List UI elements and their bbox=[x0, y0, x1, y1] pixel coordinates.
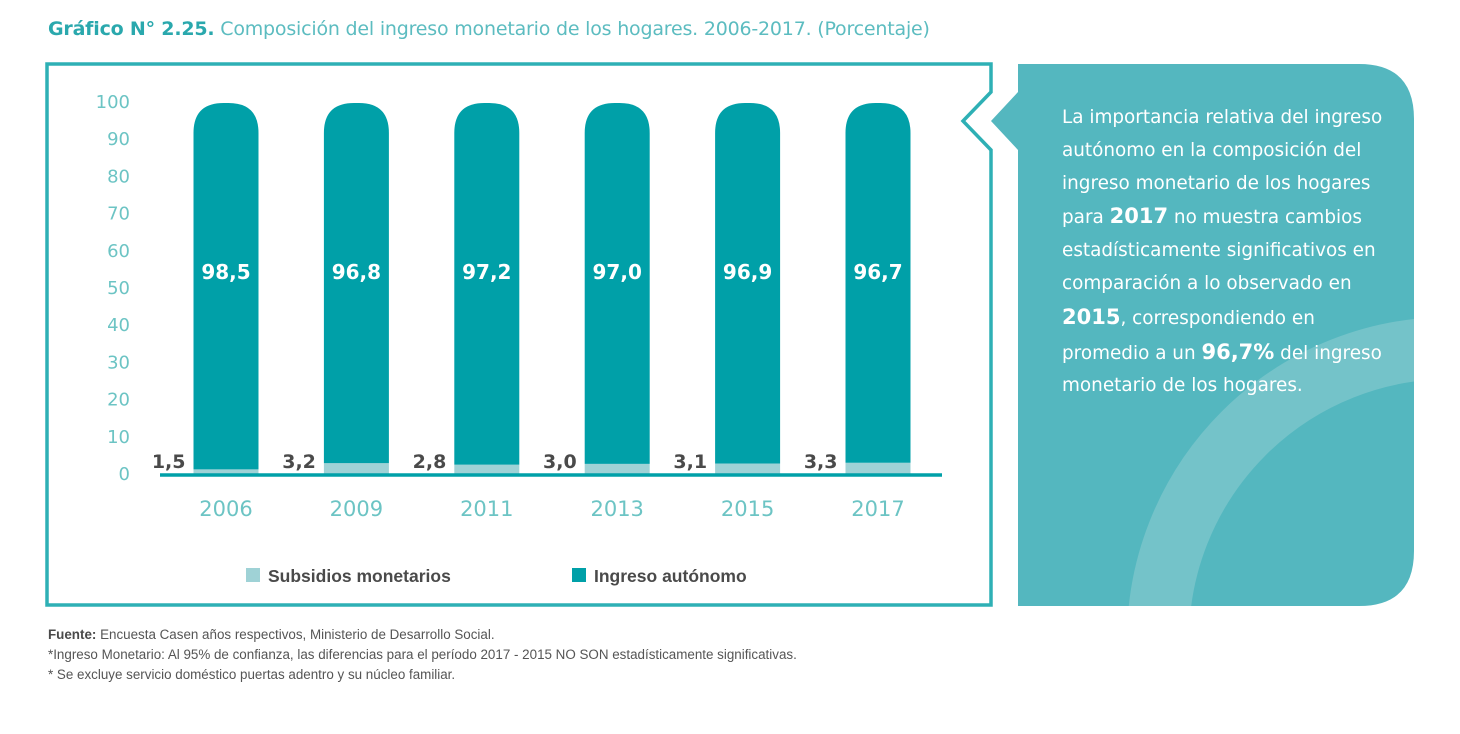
callout-highlight: 2015 bbox=[1062, 304, 1121, 329]
value-label-subsidios: 3,0 bbox=[543, 451, 577, 473]
y-tick-label: 50 bbox=[107, 278, 130, 299]
callout-highlight: 96,7% bbox=[1201, 339, 1275, 364]
y-tick-label: 0 bbox=[119, 464, 130, 485]
bar-ingreso-autonomo bbox=[323, 103, 389, 464]
value-label-ingreso-autonomo: 96,8 bbox=[332, 260, 381, 284]
bar-subsidios bbox=[845, 462, 911, 475]
bar-subsidios bbox=[715, 463, 781, 475]
callout-background bbox=[991, 64, 1414, 606]
bar-group-2011: 97,2 2,8 bbox=[413, 103, 520, 475]
source-label: Fuente: bbox=[48, 627, 97, 642]
legend-label-ingreso-autonomo: Ingreso autónomo bbox=[594, 566, 747, 586]
y-tick-label: 20 bbox=[107, 390, 130, 411]
callout-segment: La importancia relativa del ingreso autó… bbox=[1062, 107, 1383, 229]
bar-group-2017: 96,7 3,3 bbox=[804, 103, 911, 475]
footer-notes: Fuente: Encuesta Casen años respectivos,… bbox=[48, 625, 978, 685]
value-label-subsidios: 1,5 bbox=[152, 451, 186, 473]
y-tick-label: 90 bbox=[107, 129, 130, 150]
bar-group-2006: 98,5 1,5 bbox=[152, 103, 259, 475]
bar-subsidios bbox=[323, 463, 389, 475]
x-tick-label: 2009 bbox=[330, 497, 383, 521]
callout-segment: del ingreso monetario de los hogares. bbox=[1062, 342, 1382, 397]
chart-title: Gráfico N° 2.25. Composición del ingreso… bbox=[48, 18, 930, 40]
callout-segment: , correspondiendo en promedio a un bbox=[1062, 307, 1315, 364]
bar-group-2013: 97,0 3,0 bbox=[543, 103, 650, 475]
footnote-significance: *Ingreso Monetario: Al 95% de confianza,… bbox=[48, 647, 797, 662]
legend-label-subsidios: Subsidios monetarios bbox=[268, 566, 451, 586]
bars: 98,5 1,5 96,8 3,2 97,2 2,8 97,0 3,0 96,9 3,1 96,7 3… bbox=[152, 103, 911, 475]
bar-group-2009: 96,8 3,2 bbox=[282, 103, 389, 475]
chart-number: Gráfico N° 2.25. bbox=[48, 18, 215, 40]
y-tick-label: 80 bbox=[107, 166, 130, 187]
value-label-ingreso-autonomo: 98,5 bbox=[201, 260, 250, 284]
bar-subsidios bbox=[584, 463, 650, 475]
y-tick-label: 40 bbox=[107, 315, 130, 336]
x-tick-label: 2017 bbox=[851, 497, 904, 521]
legend-swatch-subsidios bbox=[246, 568, 260, 582]
y-tick-label: 100 bbox=[96, 92, 130, 113]
bar-subsidios bbox=[454, 464, 520, 475]
x-axis-labels: 2006 2009 2011 2013 2015 2017 bbox=[199, 497, 904, 521]
bar-ingreso-autonomo bbox=[715, 103, 781, 464]
bar-ingreso-autonomo bbox=[454, 103, 520, 465]
source-note: Fuente: Encuesta Casen años respectivos,… bbox=[48, 625, 978, 645]
callout-panel bbox=[991, 64, 1414, 606]
value-label-subsidios: 3,2 bbox=[282, 451, 316, 473]
bar-ingreso-autonomo bbox=[584, 103, 650, 464]
x-tick-label: 2006 bbox=[199, 497, 252, 521]
value-label-subsidios: 3,3 bbox=[804, 451, 838, 473]
value-label-ingreso-autonomo: 97,0 bbox=[593, 260, 642, 284]
footnote-exclusion: * Se excluye servicio doméstico puertas … bbox=[48, 667, 456, 682]
bar-ingreso-autonomo bbox=[193, 103, 259, 470]
value-label-ingreso-autonomo: 96,9 bbox=[723, 260, 772, 284]
callout-text: La importancia relativa del ingreso autó… bbox=[1062, 102, 1407, 403]
value-label-subsidios: 2,8 bbox=[413, 451, 447, 473]
bar-ingreso-autonomo bbox=[845, 103, 911, 463]
y-tick-label: 10 bbox=[107, 427, 130, 448]
value-label-ingreso-autonomo: 96,7 bbox=[853, 260, 902, 284]
bar-group-2015: 96,9 3,1 bbox=[673, 103, 781, 475]
x-tick-label: 2013 bbox=[590, 497, 643, 521]
value-label-subsidios: 3,1 bbox=[673, 451, 707, 473]
source-text: Encuesta Casen años respectivos, Ministe… bbox=[96, 627, 495, 642]
y-tick-label: 70 bbox=[107, 204, 130, 225]
chart-frame bbox=[45, 62, 993, 607]
x-tick-label: 2015 bbox=[721, 497, 774, 521]
value-label-ingreso-autonomo: 97,2 bbox=[462, 260, 511, 284]
y-tick-label: 60 bbox=[107, 241, 130, 262]
callout-segment: no muestra cambios estadísticamente sign… bbox=[1062, 207, 1376, 294]
y-axis-ticks: 0 10 20 30 40 50 60 70 80 90 100 bbox=[96, 92, 130, 485]
legend-swatch-ingreso-autonomo bbox=[572, 568, 586, 582]
y-tick-label: 30 bbox=[107, 352, 130, 373]
callout-highlight: 2017 bbox=[1109, 204, 1169, 229]
x-tick-label: 2011 bbox=[460, 497, 513, 521]
bar-subsidios bbox=[193, 469, 259, 475]
legend: Subsidios monetarios Ingreso autónomo bbox=[246, 566, 747, 586]
chart-title-text: Composición del ingreso monetario de los… bbox=[214, 18, 930, 40]
